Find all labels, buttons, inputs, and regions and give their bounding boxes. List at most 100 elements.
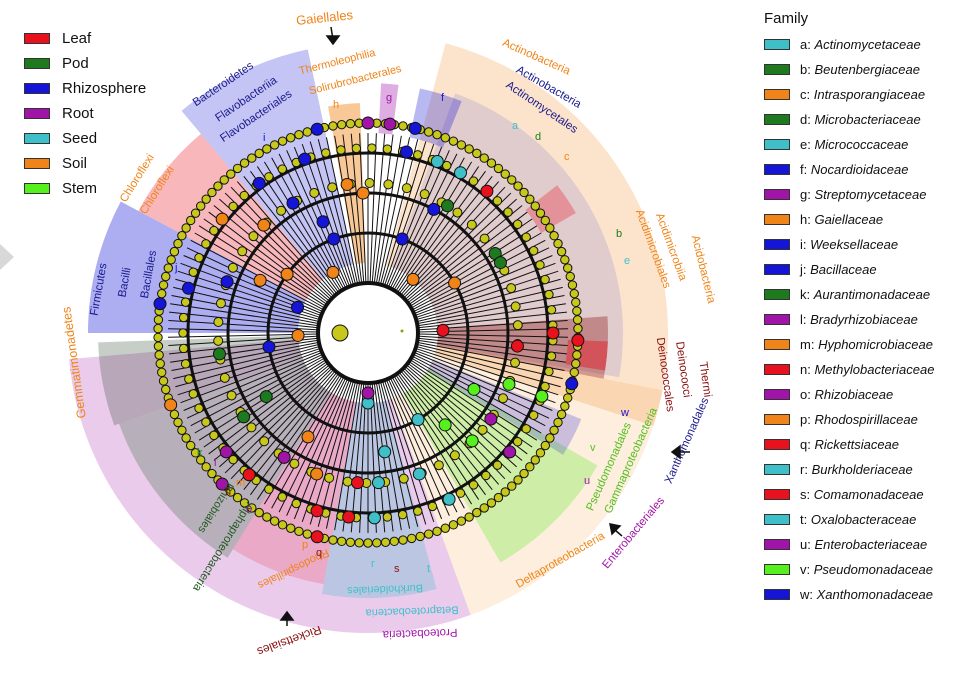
leaf-node [169,246,180,257]
tree-branch [250,373,340,496]
genus-node [492,196,503,206]
genus-node [201,239,211,249]
letter-f: f [441,92,445,104]
family-legend-item: q: Rickettsiaceae [764,432,934,457]
tree-branch [278,153,347,289]
family-legend-item: e: Micrococcaceae [764,132,934,157]
family-name: Beutenbergiaceae [814,62,920,77]
letter-k: k [197,447,203,459]
leaf-node [177,231,187,241]
tree-branch [286,378,349,516]
leaf-node [571,297,581,308]
legend-label: Soil [62,155,88,172]
leaf-node [513,475,523,485]
tree-branch [416,286,563,323]
highlighted-node [301,430,315,444]
clade-label-thermi: Thermi [697,361,714,398]
family-legend-item: a: Actinomycetaceae [764,32,934,57]
leaf-node [158,280,169,290]
letter-u: u [584,475,590,487]
highlighted-node [164,398,178,412]
highlighted-node [502,377,516,391]
tree-branch [334,382,361,531]
tree-branch [413,255,553,315]
leaf-node [354,538,364,548]
family-node [449,450,460,461]
annotation-arrows [279,26,690,626]
swatch-soil [24,158,50,169]
highlighted-node [277,450,291,464]
letter-v: v [590,442,596,454]
highlighted-node [465,434,479,448]
highlighted-node [212,347,226,361]
highlighted-node [493,256,507,270]
leaf-node [380,537,391,547]
leaf-node [201,194,211,204]
family-letter: k: [800,287,811,302]
family-legend-item: r: Burkholderiaceae [764,457,934,482]
tree-branch [256,166,341,292]
leaf-node [181,223,191,233]
leaf-node [560,401,570,411]
tree-branch [309,141,355,286]
swatch-pod [24,58,50,69]
family-node [226,390,237,401]
tree-branch [379,381,419,527]
highlighted-node [442,492,456,506]
root-dot [400,329,404,333]
genus-node [540,381,550,392]
family-legend-item: o: Rhizobiaceae [764,382,934,407]
leaf-node [507,175,517,185]
family-legend-item: c: Intrasporangiaceae [764,82,934,107]
family-letter: b: [800,62,811,77]
genus-node [239,190,249,201]
highlighted-node [371,476,385,490]
highlighted-node [356,186,370,200]
highlighted-node [252,176,266,190]
leaf-node [173,238,183,249]
highlighted-node [215,212,229,226]
family-swatch [764,589,790,600]
leaf-node [493,163,504,174]
leaf-node [173,417,183,428]
letter-n: n [225,486,231,498]
legend-item-rhizosphere: Rhizosphere [24,76,146,101]
leaf-node [169,409,180,420]
tree-branch [342,134,363,284]
tree-nodes [153,116,585,548]
family-legend-item: f: Nocardioidaceae [764,157,934,182]
highlighted-node [395,232,409,246]
family-letter: p: [800,412,811,427]
tree-branch [325,381,359,529]
genus-node [529,246,539,256]
leaf-node [161,271,171,282]
highlighted-node [430,154,444,168]
letter-p: p [302,539,308,551]
tree-branch [190,355,324,427]
genus-node [367,143,377,153]
leaf-node [213,181,223,191]
tree-branch [213,205,330,302]
family-legend-label: b: Beutenbergiaceae [800,62,920,77]
root-node [331,324,349,342]
tree-branch [415,270,559,319]
leaf-node [232,163,243,174]
leaf-node [556,409,567,420]
leaf-node [563,393,573,403]
genus-node [321,148,331,158]
family-name: Intrasporangiaceae [813,87,926,102]
genus-node [512,437,523,447]
tree-branch [401,369,506,480]
leaf-node [201,462,211,472]
highlighted-node [412,467,426,481]
genus-node [544,289,554,300]
leaf-node [440,523,451,533]
tree-branch [170,303,319,327]
family-name: Rhodospirillaceae [814,412,918,427]
leaf-node [569,288,579,299]
family-legend-title: Family [764,10,809,27]
genus-node [194,403,204,413]
tree-branch [391,157,465,290]
leaf-node [472,507,482,518]
